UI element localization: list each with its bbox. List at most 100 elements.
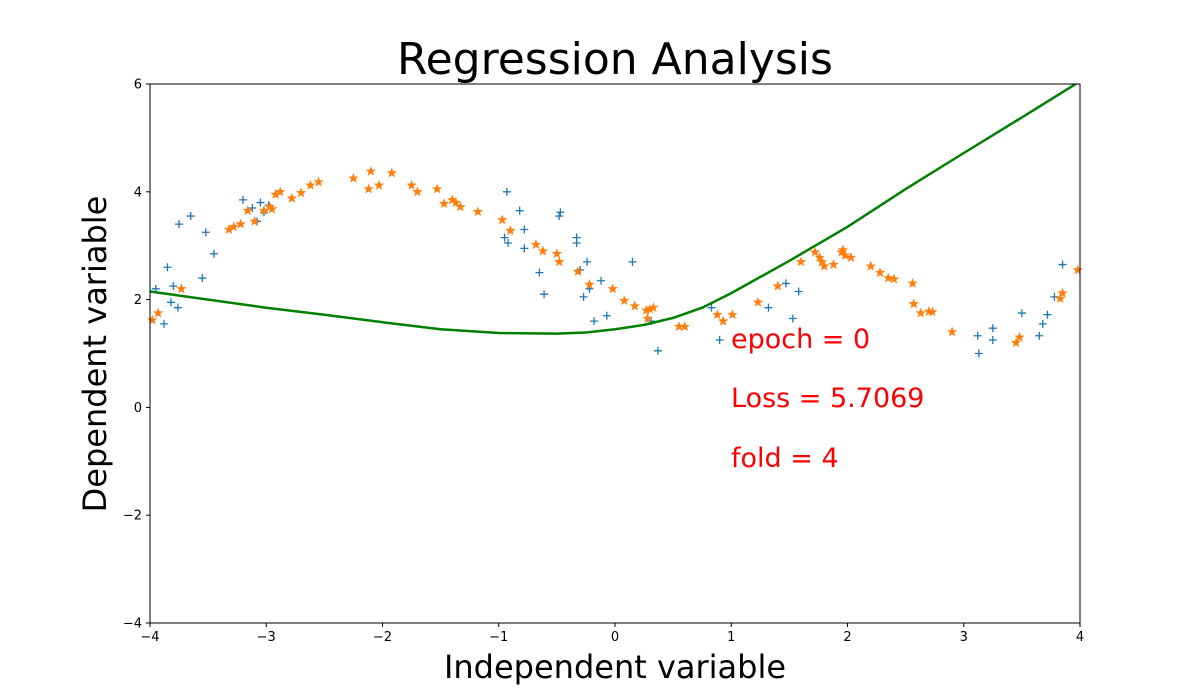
star-point — [584, 279, 595, 289]
plus-point — [974, 349, 983, 358]
star-point — [946, 326, 958, 337]
chart-title: Regression Analysis — [397, 34, 833, 85]
star-point — [472, 206, 484, 217]
plus-point — [520, 225, 529, 234]
y-axis-ticks: −4 −2 0 2 4 6 — [123, 78, 150, 632]
plus-point — [248, 203, 257, 212]
star-point — [819, 260, 830, 271]
star-point — [348, 172, 359, 183]
star-point — [242, 205, 253, 216]
plus-point — [500, 233, 509, 242]
plus-point — [788, 314, 797, 323]
star-point — [717, 315, 729, 326]
star-point — [795, 256, 807, 267]
star-point — [530, 239, 542, 250]
series-star — [147, 165, 1083, 348]
plus-point — [988, 324, 997, 333]
star-point — [642, 313, 653, 323]
plus-point — [590, 317, 599, 326]
star-point — [619, 295, 630, 306]
star-point — [455, 201, 466, 212]
plot-area — [147, 84, 1083, 358]
plus-point — [166, 298, 175, 307]
x-tick-label: 1 — [727, 630, 735, 645]
star-point — [386, 167, 397, 178]
star-point — [286, 192, 298, 203]
x-tick-label: −4 — [140, 630, 159, 645]
star-point — [313, 176, 324, 187]
star-point — [679, 321, 690, 331]
plus-point — [173, 303, 182, 312]
x-tick-label: 0 — [611, 630, 619, 645]
star-point — [828, 259, 839, 269]
x-axis-label: Independent variable — [444, 648, 786, 686]
star-point — [373, 179, 385, 190]
series-line — [150, 84, 1079, 335]
y-axis-label: Dependent variable — [76, 196, 114, 513]
plus-point — [988, 336, 997, 345]
star-point — [629, 300, 640, 311]
x-tick-label: −3 — [257, 630, 276, 645]
plus-point — [1058, 260, 1067, 269]
star-point — [438, 198, 450, 209]
plus-point — [186, 212, 195, 221]
star-point — [752, 296, 764, 307]
y-tick-label: 6 — [134, 78, 142, 93]
star-point — [1010, 337, 1022, 348]
star-point — [249, 215, 260, 226]
star-point — [1072, 264, 1083, 275]
star-point — [888, 273, 900, 284]
y-tick-label: 0 — [134, 401, 142, 416]
star-point — [152, 307, 164, 318]
plus-point — [794, 287, 803, 296]
plus-point — [597, 276, 606, 285]
star-point — [727, 309, 738, 320]
star-point — [450, 197, 461, 207]
plus-point — [781, 279, 790, 288]
y-tick-label: 4 — [134, 185, 142, 200]
plus-point — [209, 249, 218, 258]
plus-point — [715, 336, 724, 345]
plus-point — [515, 206, 524, 215]
plus-point — [535, 268, 544, 277]
series-plus — [151, 187, 1067, 358]
star-point — [537, 245, 549, 256]
annotation-fold: fold = 4 — [731, 443, 839, 474]
star-point — [915, 307, 926, 318]
star-point — [406, 179, 417, 190]
star-point — [505, 225, 516, 236]
plus-point — [1035, 331, 1044, 340]
star-point — [927, 306, 938, 317]
star-point — [1055, 293, 1066, 303]
plus-point — [555, 212, 564, 221]
star-point — [228, 221, 239, 232]
star-point — [412, 186, 423, 197]
star-point — [554, 256, 565, 267]
star-point — [275, 186, 286, 197]
star-point — [305, 179, 316, 190]
plus-point — [201, 228, 210, 237]
star-point — [365, 165, 377, 176]
plus-point — [602, 311, 611, 320]
plus-point — [159, 319, 168, 328]
plus-point — [1017, 309, 1026, 318]
plus-point — [556, 208, 565, 217]
star-point — [907, 277, 918, 288]
plus-point — [256, 198, 265, 207]
star-point — [865, 260, 876, 271]
fit-line — [150, 84, 1079, 335]
star-point — [235, 218, 246, 229]
star-point — [431, 183, 443, 194]
plus-point — [973, 331, 982, 340]
star-point — [809, 246, 821, 257]
plus-point — [520, 244, 529, 253]
plus-point — [198, 274, 207, 283]
star-point — [266, 203, 278, 214]
plus-point — [504, 239, 513, 248]
star-point — [837, 244, 849, 255]
annotation-epoch: epoch = 0 — [731, 324, 870, 355]
x-tick-label: 2 — [843, 630, 851, 645]
x-tick-label: 4 — [1076, 630, 1084, 645]
star-point — [712, 309, 723, 320]
